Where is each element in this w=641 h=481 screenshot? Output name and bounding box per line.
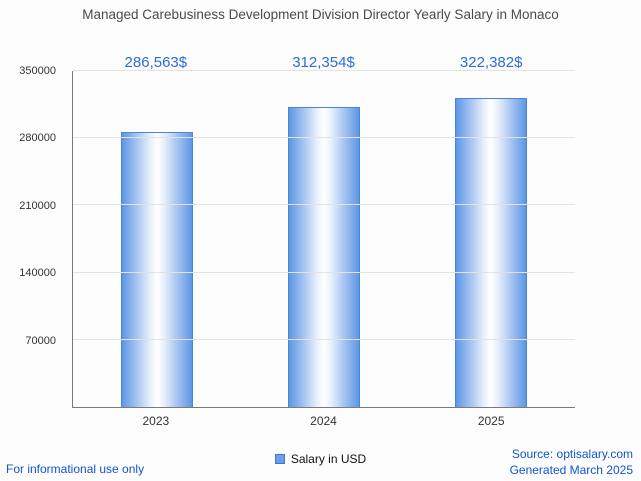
y-axis: 70000 140000 210000 280000 350000 <box>0 65 64 408</box>
bar-column <box>73 71 240 407</box>
x-axis-tick-label: 2023 <box>142 414 170 428</box>
legend: Salary in USD <box>0 452 641 466</box>
y-axis-tick-label: 140000 <box>19 267 56 280</box>
bar-value-label: 286,563$ <box>124 54 188 71</box>
y-axis-tick-label: 70000 <box>25 334 56 347</box>
source-link[interactable]: Source: optisalary.com <box>511 446 633 461</box>
gridline <box>73 338 575 340</box>
bar-column <box>240 71 407 407</box>
bars-container <box>73 71 575 407</box>
salary-bar <box>120 131 193 407</box>
chart-title: Managed Carebusiness Development Divisio… <box>82 7 559 22</box>
bar-value-labels: 286,563$ 312,354$ 322,382$ <box>72 54 575 71</box>
x-axis-labels: 2023 2024 2025 <box>72 414 575 428</box>
gridline <box>73 271 575 273</box>
gridline <box>73 70 575 71</box>
salary-bar <box>455 97 528 407</box>
informational-use-link[interactable]: For informational use only <box>6 462 145 476</box>
salary-bar <box>287 107 360 407</box>
footer-source: Source: optisalary.com Generated March 2… <box>510 446 633 478</box>
legend-marker-icon <box>274 454 285 464</box>
gridline <box>73 204 575 206</box>
generated-date: Generated March 2025 <box>509 462 633 477</box>
y-axis-tick-label: 350000 <box>19 65 56 77</box>
plot-area <box>72 70 575 408</box>
bar-column <box>408 71 575 407</box>
x-axis-tick-label: 2025 <box>477 414 505 428</box>
gridline <box>73 137 575 139</box>
y-axis-tick-label: 210000 <box>19 199 56 212</box>
y-axis-tick-label: 280000 <box>19 132 56 145</box>
bar-value-label: 322,382$ <box>459 54 523 71</box>
legend-label: Salary in USD <box>290 452 367 466</box>
bar-value-label: 312,354$ <box>292 54 355 71</box>
x-axis-tick-label: 2024 <box>310 414 337 428</box>
